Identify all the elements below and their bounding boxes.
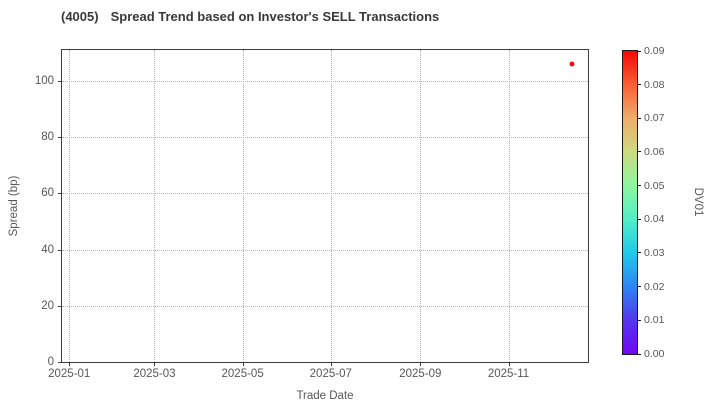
y-tick-mark <box>58 249 62 251</box>
x-gridline <box>242 50 244 362</box>
x-tick-label: 2025-03 <box>133 368 176 380</box>
x-tick-mark <box>242 362 244 366</box>
y-tick-mark <box>58 137 62 139</box>
y-gridline <box>62 137 588 139</box>
colorbar-tick-mark <box>637 218 641 220</box>
colorbar-tick-label: 0.02 <box>644 280 665 293</box>
x-axis-label: Trade Date <box>296 390 354 402</box>
colorbar-tick-mark <box>637 151 641 153</box>
colorbar-tick-mark <box>637 84 641 86</box>
x-tick-mark <box>330 362 332 366</box>
colorbar-tick-label: 0.04 <box>644 213 665 226</box>
x-gridline <box>420 50 422 362</box>
y-tick-mark <box>58 193 62 195</box>
x-gridline <box>154 50 156 362</box>
x-tick-label: 2025-05 <box>221 368 264 380</box>
y-tick-mark <box>58 362 62 363</box>
colorbar-label: DV01 <box>692 187 704 217</box>
y-gridline <box>62 305 588 307</box>
colorbar-tick-label: 0.06 <box>644 146 665 158</box>
colorbar-tick-mark <box>637 319 641 321</box>
y-tick-label: 0 <box>47 356 54 368</box>
colorbar-tick-label: 0.08 <box>644 78 665 91</box>
chart-title: (4005) Spread Trend based on Investor's S… <box>61 9 439 24</box>
x-tick-mark <box>154 362 156 366</box>
colorbar-tick-mark <box>637 353 641 355</box>
colorbar-tick-mark <box>637 286 641 288</box>
y-tick-label: 20 <box>41 299 54 312</box>
x-gridline <box>508 50 510 362</box>
colorbar-tick-label: 0.00 <box>644 348 665 360</box>
colorbar-tick-label: 0.09 <box>644 45 665 57</box>
y-gridline <box>62 249 588 251</box>
y-tick-label: 60 <box>41 187 54 200</box>
colorbar-tick-mark <box>637 50 641 52</box>
x-tick-mark <box>420 362 422 366</box>
x-tick-mark <box>508 362 510 366</box>
y-tick-mark <box>58 305 62 307</box>
colorbar: 0.00 0.01 0.02 0.03 0.04 0.05 0.06 0.07 0.08 0.09 <box>622 45 664 360</box>
colorbar-tick-label: 0.05 <box>644 179 665 192</box>
colorbar-tick-label: 0.01 <box>644 314 665 327</box>
x-tick-label: 2025-07 <box>309 368 352 380</box>
y-tick-label: 80 <box>41 131 54 144</box>
colorbar-tick-label: 0.07 <box>644 112 665 125</box>
colorbar-tick-label: 0.03 <box>644 247 665 259</box>
y-axis-label: Spread (bp) <box>8 175 20 237</box>
x-tick-label: 2025-09 <box>399 368 442 380</box>
colorbar-tick-mark <box>637 185 641 187</box>
x-gridline <box>69 50 71 362</box>
x-gridline <box>330 50 332 362</box>
y-tick-mark <box>58 80 62 82</box>
plot-area: 2025-01 2025-03 2025-05 2025-07 2025-09 2025-… <box>35 49 589 380</box>
y-tick-label: 100 <box>34 74 54 87</box>
x-tick-label: 2025-01 <box>48 368 91 380</box>
colorbar-tick-mark <box>637 252 641 254</box>
scatter-point <box>569 61 575 67</box>
y-gridline <box>62 80 588 82</box>
chart-title-text: Spread Trend based on Investor's SELL Tr… <box>110 9 440 24</box>
x-tick-mark <box>69 362 71 366</box>
ticker-code: (4005) <box>61 9 99 24</box>
y-gridline <box>62 193 588 195</box>
x-tick-label: 2025-11 <box>487 368 530 380</box>
y-tick-label: 40 <box>41 243 54 256</box>
colorbar-tick-mark <box>637 117 641 119</box>
